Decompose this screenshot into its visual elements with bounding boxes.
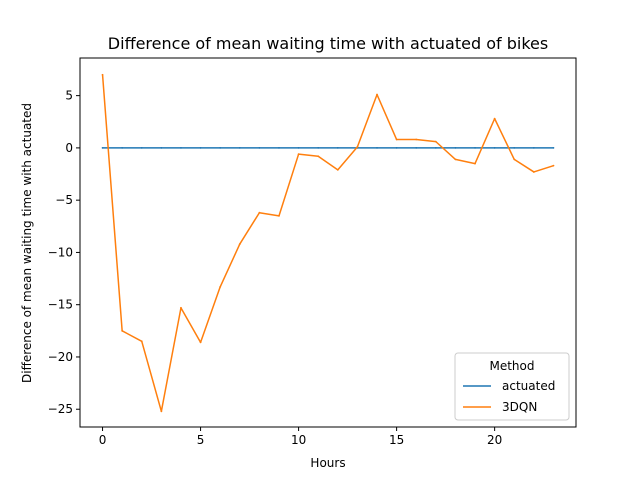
x-axis-label: Hours xyxy=(310,456,345,470)
data-point-3dqn xyxy=(376,93,378,96)
plot-area xyxy=(79,57,577,428)
legend-box xyxy=(454,352,570,421)
y-tick-label: −20 xyxy=(48,350,73,364)
legend-title: Method xyxy=(489,359,534,373)
y-axis-label: Difference of mean waiting time with act… xyxy=(20,103,34,383)
data-point-3dqn xyxy=(317,155,320,158)
series-line-3dqn xyxy=(101,74,554,413)
data-point-actuated xyxy=(258,146,261,149)
y-tick-label: −5 xyxy=(55,193,73,207)
data-point-3dqn xyxy=(238,243,241,245)
data-point-3dqn xyxy=(493,117,496,120)
data-point-actuated xyxy=(219,146,222,149)
data-point-actuated xyxy=(140,146,143,149)
data-point-3dqn xyxy=(532,171,535,173)
data-point-3dqn xyxy=(258,211,261,214)
data-point-actuated xyxy=(415,146,418,149)
y-tick-label: −15 xyxy=(48,298,73,312)
chart-title: Difference of mean waiting time with act… xyxy=(108,34,548,53)
plot-frame xyxy=(79,57,577,428)
data-point-3dqn xyxy=(199,341,202,344)
data-point-3dqn xyxy=(513,158,516,161)
data-point-actuated xyxy=(376,146,378,149)
data-point-3dqn xyxy=(297,153,300,156)
data-point-3dqn xyxy=(140,340,143,343)
legend-label-actuated: actuated xyxy=(502,379,555,393)
data-point-3dqn xyxy=(278,214,280,217)
data-point-actuated xyxy=(121,146,124,149)
data-point-3dqn xyxy=(336,168,339,171)
data-point-3dqn xyxy=(356,145,359,148)
data-point-3dqn xyxy=(121,329,124,332)
y-tick-label: −25 xyxy=(48,402,73,416)
data-point-actuated xyxy=(336,146,339,149)
data-point-actuated xyxy=(278,146,280,149)
data-point-actuated xyxy=(199,146,202,149)
data-point-3dqn xyxy=(552,164,555,167)
data-point-actuated xyxy=(552,146,555,149)
x-axis-ticks: 0 5 10 15 20 xyxy=(99,427,502,447)
data-point-actuated xyxy=(434,146,437,149)
data-point-actuated xyxy=(493,146,496,149)
data-point-actuated xyxy=(101,146,104,149)
y-axis-ticks: −25 −20 −15 −10 −5 0 5 xyxy=(48,89,80,416)
x-tick-label: 20 xyxy=(487,433,502,447)
data-point-actuated xyxy=(180,146,182,149)
data-point-actuated xyxy=(513,146,516,149)
y-tick-label: 5 xyxy=(65,89,73,103)
legend: Method actuated 3DQN xyxy=(454,352,570,421)
data-point-3dqn xyxy=(454,158,457,161)
data-point-3dqn xyxy=(160,410,163,413)
data-point-actuated xyxy=(532,146,535,149)
y-tick-label: −10 xyxy=(48,245,73,259)
x-tick-label: 0 xyxy=(99,433,107,447)
data-point-actuated xyxy=(454,146,457,149)
data-point-3dqn xyxy=(101,73,104,76)
data-point-3dqn xyxy=(219,286,222,288)
series-layer xyxy=(101,73,555,413)
data-point-actuated xyxy=(238,146,241,149)
data-point-actuated xyxy=(160,146,163,149)
data-point-actuated xyxy=(474,146,476,149)
y-tick-label: 0 xyxy=(65,141,73,155)
data-point-3dqn xyxy=(415,138,418,141)
legend-label-3dqn: 3DQN xyxy=(502,400,537,414)
data-point-3dqn xyxy=(474,162,476,165)
x-tick-label: 15 xyxy=(389,433,404,447)
x-tick-label: 5 xyxy=(197,433,205,447)
data-point-3dqn xyxy=(395,138,398,141)
x-tick-label: 10 xyxy=(291,433,306,447)
data-point-actuated xyxy=(395,146,398,149)
data-point-3dqn xyxy=(434,140,437,143)
data-point-actuated xyxy=(297,146,300,149)
data-point-3dqn xyxy=(180,306,182,309)
data-point-actuated xyxy=(317,146,320,149)
